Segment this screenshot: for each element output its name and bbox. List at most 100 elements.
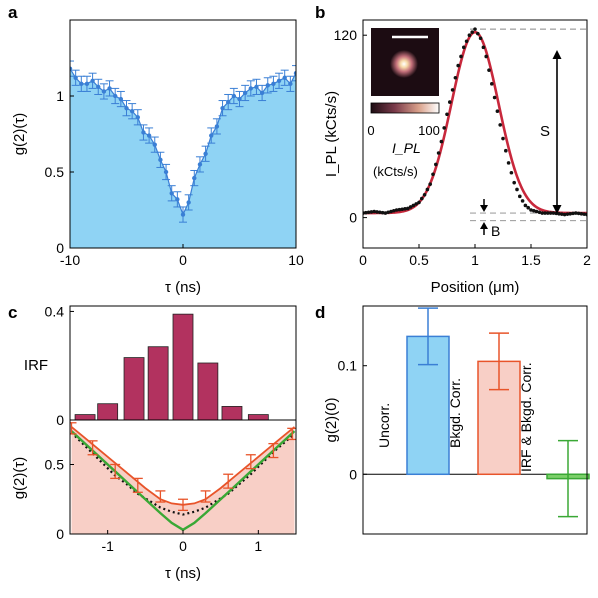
data-point: [481, 45, 486, 50]
background-label: B: [491, 223, 500, 239]
data-point: [450, 88, 455, 92]
data-point: [422, 193, 427, 197]
data-point: [448, 100, 452, 104]
data-point: [565, 212, 570, 216]
background-arrows: [480, 199, 488, 235]
data-point: [417, 200, 421, 205]
data-point: [543, 211, 547, 215]
panel-letter-c: c: [8, 303, 17, 322]
data-point: [397, 207, 402, 212]
data-point: [113, 93, 118, 99]
panel-a-y-label: g(2)(τ): [11, 113, 28, 156]
colorbar-title: I_PL: [392, 140, 421, 156]
data-point: [369, 210, 374, 214]
bar-label-bkgd: Bkgd. Corr.: [447, 378, 463, 448]
panel-c-fill-area: [71, 426, 295, 534]
y-tick-label: 0: [56, 240, 64, 256]
y-tick-label: 0: [56, 412, 64, 428]
data-point: [425, 187, 430, 192]
data-point: [574, 211, 578, 215]
x-tick-label: 2: [583, 252, 591, 268]
y-tick-label: 0.5: [45, 164, 65, 180]
x-tick-label: 0.5: [409, 252, 429, 268]
data-point: [163, 169, 169, 175]
panel-letter-a: a: [8, 3, 18, 22]
data-point: [265, 83, 270, 88]
panel-d-y-label: g(2)(0): [323, 397, 340, 442]
panel-d-axes: 00.1: [338, 358, 367, 482]
panel-b-axes: 0 0.5 1 1.5 2 0 120: [334, 27, 591, 268]
data-point: [293, 71, 296, 76]
data-point: [420, 196, 424, 201]
data-point: [470, 30, 475, 34]
data-point: [248, 86, 253, 91]
data-point: [197, 162, 203, 167]
irf-bar: [74, 414, 96, 421]
data-point: [408, 205, 413, 209]
signal-arrow: [552, 50, 562, 214]
data-point: [231, 93, 237, 99]
data-point: [129, 109, 135, 114]
x-tick-label: 1.5: [521, 252, 541, 268]
data-point: [509, 170, 514, 175]
irf-bar: [172, 313, 194, 421]
data-point: [237, 96, 242, 102]
data-point: [90, 78, 95, 84]
panel-a-data-points: [70, 66, 296, 217]
panel-c-bottom: -1 0 1 0 0.5 τ (ns) g(2)(τ): [11, 419, 297, 582]
bar-label-uncorr: Uncorr.: [376, 403, 392, 448]
y-tick-label: 0.5: [45, 456, 65, 472]
panel-c-green-curve: [70, 430, 296, 532]
signal-label: S: [540, 123, 550, 140]
data-point: [146, 133, 152, 138]
data-point: [242, 90, 248, 96]
data-point: [375, 210, 379, 214]
data-point: [492, 95, 497, 100]
data-point: [406, 206, 410, 211]
data-point: [394, 208, 399, 212]
data-point: [169, 191, 174, 196]
panel-b-x-label: Position (μm): [431, 279, 520, 296]
data-point: [546, 211, 550, 215]
data-point: [192, 175, 197, 181]
panel-c-error-bars: [70, 422, 296, 512]
data-point: [520, 199, 525, 203]
irf-bar: [197, 362, 219, 421]
data-point: [562, 212, 567, 217]
irf-bar: [147, 346, 169, 421]
data-point: [364, 210, 368, 215]
data-point: [506, 161, 511, 165]
data-point: [383, 211, 388, 215]
data-point: [459, 54, 463, 59]
data-point: [209, 133, 214, 138]
data-point: [571, 211, 575, 216]
x-tick-label: 0: [179, 252, 187, 268]
y-tick-label: 0.1: [338, 358, 358, 374]
data-point: [557, 212, 561, 216]
panel-b-data-points: [363, 27, 587, 217]
data-point: [141, 130, 146, 135]
data-point: [124, 105, 129, 111]
x-tick-label: -1: [101, 538, 114, 554]
data-point: [548, 211, 553, 215]
data-point: [428, 182, 433, 186]
data-point: [386, 210, 391, 215]
data-point: [512, 180, 516, 185]
panel-letter-d: d: [315, 303, 325, 322]
x-tick-label: 0: [359, 252, 367, 268]
panel-d-frame: [362, 305, 588, 535]
data-point: [276, 78, 282, 84]
data-point: [487, 68, 491, 72]
y-tick-label: 0: [349, 466, 357, 482]
data-point: [282, 75, 287, 80]
data-point: [568, 212, 572, 216]
x-tick-label: -10: [60, 252, 80, 268]
panel-c-dotted-curve: [70, 431, 296, 516]
data-point: [431, 172, 435, 177]
x-tick-label: 1: [254, 538, 262, 554]
data-point: [400, 207, 405, 212]
data-point: [186, 200, 191, 205]
irf-bar: [97, 403, 119, 421]
